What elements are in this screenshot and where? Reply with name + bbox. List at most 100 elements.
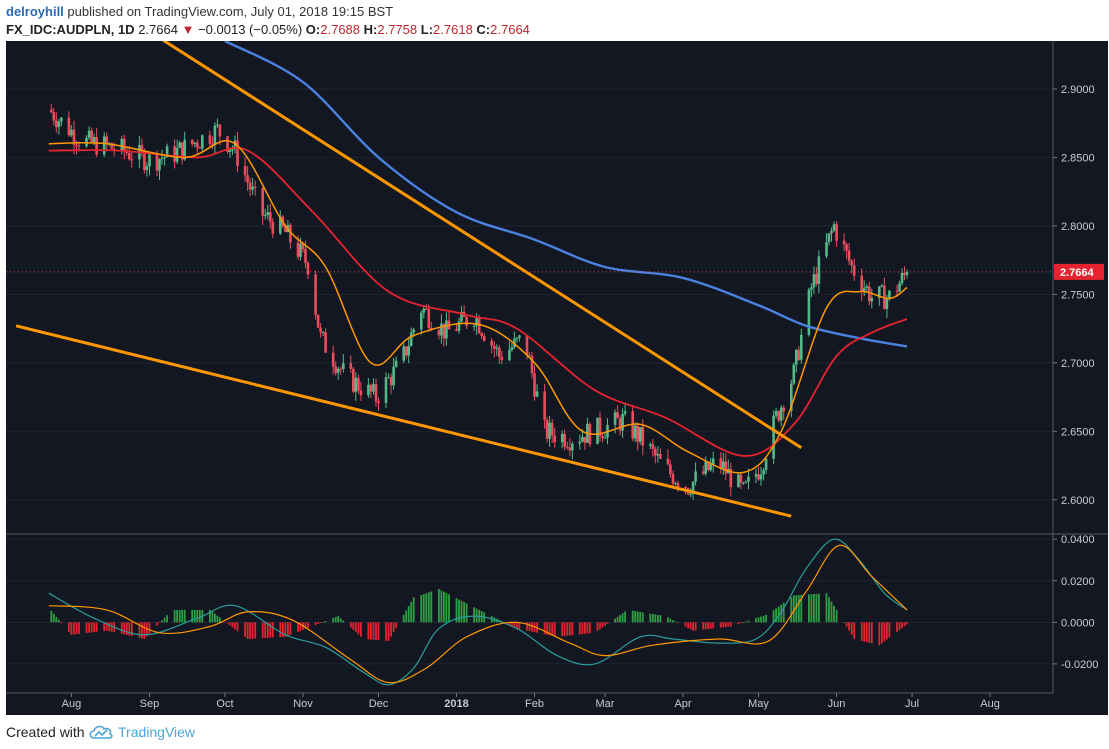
macd-histogram-bar	[70, 622, 73, 635]
chart-svg[interactable]: 2.6000 2.6500 2.7000 2.7500 2.8000 2.8500 2.90…	[6, 30, 1108, 715]
author-link[interactable]: delroyhill	[6, 4, 64, 19]
macd-histogram-bar	[75, 622, 78, 635]
macd-histogram-bar	[614, 618, 616, 623]
time-tick-label: Dec	[369, 698, 389, 710]
macd-histogram-bar	[584, 622, 586, 634]
candle-body	[878, 286, 881, 298]
candle-body	[638, 427, 642, 442]
macd-histogram-bar	[148, 622, 151, 634]
candle-body	[392, 366, 395, 386]
price-tick-label: 2.6000	[1061, 495, 1095, 507]
macd-histogram-bar	[163, 617, 166, 623]
candle-body	[67, 117, 71, 136]
trendline	[148, 30, 803, 449]
candle-body	[143, 151, 146, 170]
candle-body	[636, 425, 639, 442]
macd-histogram-bar	[604, 622, 606, 626]
candle-body	[477, 318, 481, 334]
macd-histogram-bar	[898, 622, 901, 630]
symbol-name[interactable]: FX_IDC:AUDPLN, 1D	[6, 22, 135, 37]
macd-histogram-bar	[568, 622, 571, 636]
candle-body	[394, 360, 398, 367]
time-tick-label: Jun	[828, 698, 846, 710]
high-value: 2.7758	[377, 22, 418, 37]
candle-body	[163, 157, 166, 159]
candle-body	[493, 345, 496, 349]
macd-histogram-bar	[845, 622, 848, 627]
candle-body	[515, 337, 519, 339]
candle-body	[442, 323, 446, 339]
candle-body	[437, 330, 441, 336]
candle-body	[148, 154, 151, 167]
candle-body	[455, 329, 458, 331]
macd-histogram-bar	[443, 591, 445, 623]
macd-histogram-bar	[317, 622, 319, 624]
macd-histogram-bar	[561, 622, 564, 637]
macd-histogram-bar	[387, 622, 390, 641]
macd-histogram-bar	[282, 622, 284, 637]
candle-body	[190, 139, 194, 144]
macd-histogram-bar	[332, 618, 335, 623]
macd-histogram-bar	[729, 622, 732, 627]
candle-body	[296, 242, 300, 257]
macd-histogram-bar	[531, 622, 533, 632]
macd-histogram-bar	[130, 622, 133, 637]
publish-info: delroyhill published on TradingView.com,…	[6, 4, 393, 19]
candle-body	[742, 482, 745, 484]
macd-histogram-bar	[178, 609, 181, 623]
macd-histogram-bar	[692, 622, 694, 631]
candle-body	[155, 154, 159, 171]
candle-body	[342, 363, 345, 369]
candle-body	[175, 148, 179, 162]
candle-body	[110, 143, 113, 149]
macd-histogram-bar	[249, 622, 251, 639]
candle-body	[621, 414, 624, 431]
candle-body	[420, 312, 423, 330]
macd-histogram-bar	[370, 622, 372, 640]
macd-histogram-bar	[843, 622, 845, 624]
macd-histogram-bar	[209, 609, 211, 623]
candle-body	[689, 494, 692, 495]
candle-body	[266, 212, 269, 215]
macd-histogram-bar	[815, 593, 818, 623]
macd-histogram-bar	[833, 605, 835, 623]
close-value: 2.7664	[490, 22, 530, 37]
candle-body	[324, 332, 327, 353]
candle-body	[704, 461, 707, 474]
candle-body	[810, 287, 813, 290]
candle-body	[744, 481, 748, 483]
macd-histogram-bar	[722, 622, 725, 628]
candle-body	[251, 186, 254, 190]
candle-body	[888, 290, 891, 298]
macd-histogram-bar	[883, 622, 886, 642]
candle-body	[231, 149, 234, 151]
macd-histogram-bar	[669, 618, 672, 623]
candle-body	[349, 363, 353, 369]
candle-body	[125, 151, 129, 154]
candle-body	[334, 366, 337, 373]
macd-histogram-bar	[848, 622, 850, 631]
macd-histogram-bar	[93, 622, 95, 633]
macd-histogram-bar	[578, 622, 581, 635]
time-tick-label: Oct	[216, 698, 233, 710]
candle-body	[480, 333, 483, 336]
macd-histogram-bar	[211, 611, 214, 623]
low-label: L:	[420, 22, 434, 37]
chart-area[interactable]: 2.6000 2.6500 2.7000 2.7500 2.8000 2.8500 2.90…	[6, 30, 1108, 715]
candle-body	[402, 346, 405, 361]
macd-histogram-bar	[546, 622, 548, 635]
macd-histogram-bar	[271, 622, 274, 638]
macd-histogram-bar	[219, 617, 221, 623]
candle-body	[860, 275, 863, 292]
candle-body	[747, 476, 750, 482]
candle-body	[782, 407, 785, 412]
candle-body	[571, 443, 574, 451]
candle-body	[263, 214, 267, 216]
macd-histogram-bar	[782, 602, 785, 623]
macd-histogram-bar	[795, 595, 798, 623]
candle-body	[316, 314, 320, 328]
candle-body	[578, 441, 582, 444]
macd-histogram-bar	[712, 622, 715, 629]
tradingview-brand-link[interactable]: TradingView	[118, 724, 196, 740]
macd-histogram-bar	[850, 622, 853, 635]
